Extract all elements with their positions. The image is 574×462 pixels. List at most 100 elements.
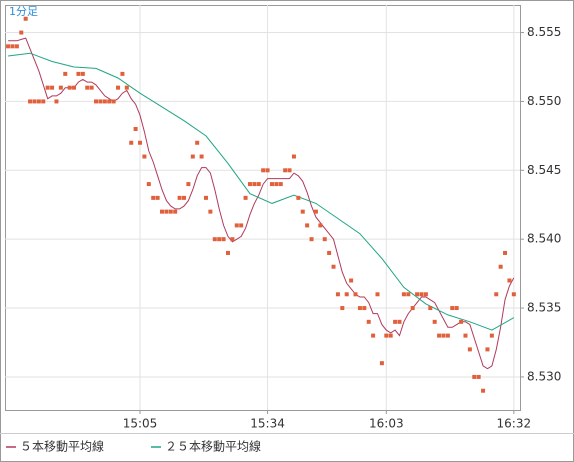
price-dot [76,71,81,76]
price-dot [151,195,156,200]
y-tick-label: 8.555 [527,25,561,39]
price-dot [256,182,261,187]
price-dot [36,99,41,104]
price-dot [203,195,208,200]
price-dot [313,209,318,214]
price-dot [111,99,116,104]
price-dot [476,374,481,379]
price-dot [265,168,270,173]
price-dot [208,209,213,214]
price-dot [160,209,165,214]
price-dot [102,99,107,104]
y-tick-label: 8.530 [527,369,561,383]
price-dot [393,319,398,324]
price-dot [481,388,486,393]
price-dot [181,195,186,200]
price-dot [349,278,354,283]
price-dot [406,292,411,297]
price-dot [331,264,336,269]
price-dot [94,99,99,104]
price-dot [428,306,433,311]
legend-label: ５本移動平均線 [20,439,104,454]
price-dot [335,292,340,297]
x-tick-label: 15:05 [123,417,158,431]
price-dot [217,237,222,242]
price-dot [195,140,200,145]
y-tick-label: 8.540 [527,232,561,246]
price-dot [274,182,279,187]
price-dot [437,333,442,338]
price-dot [138,140,143,145]
price-dot [133,126,138,131]
price-dot [19,30,24,35]
price-dot [63,71,68,76]
price-dot [155,195,160,200]
price-dot [410,306,415,311]
price-dot [397,319,402,324]
price-dot [129,140,134,145]
price-dot [375,292,380,297]
price-dot [142,154,147,159]
price-dot [269,182,274,187]
price-dot [23,16,28,21]
price-dot [234,223,239,228]
price-dot [459,319,464,324]
price-dot [388,333,393,338]
price-dot [252,182,257,187]
price-dot [498,264,503,269]
price-dot [247,182,252,187]
price-dot [164,209,169,214]
price-dot [80,71,85,76]
price-dot [432,319,437,324]
price-dot [54,99,59,104]
price-dot [225,250,230,255]
price-dot [296,195,301,200]
price-dot [419,292,424,297]
price-dot [45,85,50,90]
price-dot [287,168,292,173]
price-dot [89,85,94,90]
price-dot [14,44,19,49]
y-tick-label: 8.535 [527,301,561,315]
price-dot [41,99,46,104]
y-tick-label: 8.550 [527,94,561,108]
price-dot [454,306,459,311]
price-dot [190,154,195,159]
price-dot [283,168,288,173]
price-dot [98,99,103,104]
price-dot [353,292,358,297]
price-dot [472,374,477,379]
price-dot [423,292,428,297]
y-tick-label: 8.545 [527,163,561,177]
price-dot [371,333,376,338]
price-dot [357,306,362,311]
price-dot [212,237,217,242]
price-dot [67,85,72,90]
price-dot [107,99,112,104]
price-dot [10,44,15,49]
price-dot [28,99,33,104]
price-dot [362,306,367,311]
price-dot [168,209,173,214]
price-dot [6,44,11,49]
price-dot [173,209,178,214]
price-dot [186,182,191,187]
price-dot [441,333,446,338]
price-dot [300,209,305,214]
price-dot [239,223,244,228]
price-dot [415,292,420,297]
x-tick-label: 16:32 [497,417,532,431]
x-tick-label: 16:03 [369,417,404,431]
price-dot [72,85,77,90]
price-dot [85,85,90,90]
price-dot [50,85,55,90]
price-dot [450,306,455,311]
price-dot [340,306,345,311]
price-dot [379,361,384,366]
price-dot [366,319,371,324]
plot-area [5,5,521,411]
price-dot [291,154,296,159]
price-dot [32,99,37,104]
